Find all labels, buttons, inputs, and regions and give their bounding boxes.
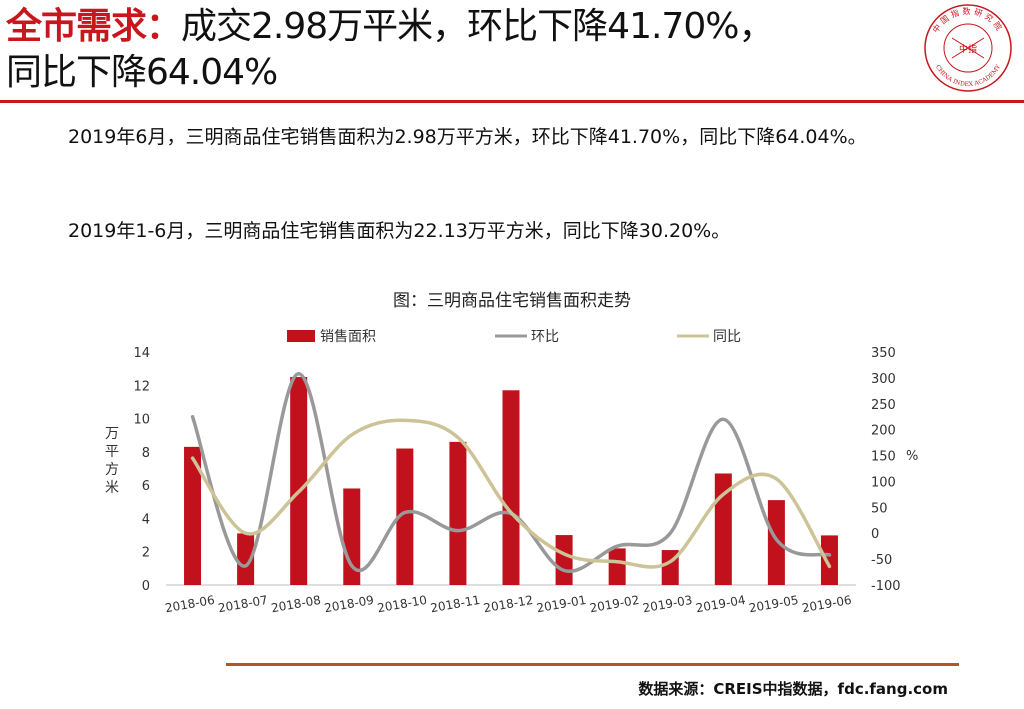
title-line2: 同比下降64.04% [6, 52, 278, 93]
y-left-tick-label: 8 [142, 446, 150, 461]
y-right-tick-label: 150 [871, 450, 896, 465]
x-tick-label: 2019-06 [801, 593, 853, 615]
china-index-academy-logo: 中国指数研究院 CHINA INDEX ACADEMY 中指 [924, 4, 1012, 92]
bar-sales-area [184, 446, 202, 585]
x-tick-label: 2018-07 [217, 593, 269, 615]
y-right-tick-label: -100 [871, 579, 901, 594]
y-left-tick-label: 10 [133, 413, 150, 428]
legend-label-sales-area: 销售面积 [320, 329, 376, 345]
legend-label-mom: 环比 [531, 329, 559, 345]
y-right-tick-label: 250 [871, 398, 896, 413]
bar-sales-area [820, 535, 838, 585]
legend-swatch-sales-area [287, 330, 315, 342]
x-tick-label: 2018-06 [164, 593, 216, 615]
bar-sales-area [767, 500, 785, 585]
y-right-tick-label: 100 [871, 475, 896, 490]
y-left-tick-label: 2 [142, 546, 150, 561]
bar-sales-area [449, 441, 467, 585]
x-tick-label: 2018-09 [323, 593, 375, 615]
x-tick-label: 2018-11 [429, 593, 481, 615]
y-left-axis-label-char: 方 [105, 462, 119, 478]
x-tick-label: 2019-05 [748, 593, 800, 615]
bar-sales-area [290, 376, 308, 585]
y-left-axis-label-char: 平 [105, 444, 119, 460]
chart-title: 图：三明商品住宅销售面积走势 [393, 291, 631, 311]
bar-sales-area [555, 535, 573, 585]
x-tick-label: 2019-01 [535, 593, 587, 615]
bar-sales-area [714, 473, 732, 585]
y-left-axis-label-char: 米 [105, 480, 119, 496]
page-title: 全市需求：成交2.98万平米，环比下降41.70%， 同比下降64.04% [6, 4, 906, 96]
x-tick-label: 2019-02 [589, 593, 641, 615]
y-left-tick-label: 4 [142, 512, 150, 527]
bar-sales-area [237, 533, 255, 585]
x-tick-label: 2018-10 [376, 593, 428, 615]
y-left-tick-label: 12 [133, 379, 150, 394]
y-right-tick-label: 200 [871, 424, 896, 439]
logo-top-text: 中国指数研究院 [930, 6, 1003, 35]
y-right-tick-label: 50 [871, 501, 888, 516]
y-left-tick-label: 14 [133, 346, 150, 361]
svg-text:中国指数研究院: 中国指数研究院 [930, 6, 1006, 35]
paragraph-monthly: 2019年6月，三明商品住宅销售面积为2.98万平方米，环比下降41.70%，同… [68, 126, 867, 148]
legend-label-yoy: 同比 [713, 329, 741, 345]
line-yoy-series [190, 418, 832, 569]
title-accent: 全市需求： [6, 6, 182, 47]
y-left-axis-label-char: 万 [105, 426, 119, 442]
logo-center-text: 中指 [959, 43, 977, 55]
y-right-tick-label: 300 [871, 372, 896, 387]
footer-divider [226, 663, 959, 666]
title-divider [0, 100, 1024, 103]
y-right-tick-label: 350 [871, 346, 896, 361]
bar-sales-area [396, 448, 414, 585]
y-right-tick-label: 0 [871, 527, 879, 542]
sales-area-chart: 0 2 4 6 8 10 12 14 -100 -50 0 50 100 150 200 250 300 350 万… [105, 329, 918, 615]
line-mom-series [190, 371, 832, 574]
bar-sales-area [502, 390, 520, 585]
y-right-axis-label: % [906, 449, 918, 464]
bar-sales-area [608, 548, 626, 585]
y-left-tick-label: 0 [142, 579, 150, 594]
paragraph-ytd: 2019年1-6月，三明商品住宅销售面积为22.13万平方米，同比下降30.20… [68, 220, 731, 242]
x-tick-label: 2018-12 [482, 593, 534, 615]
y-right-tick-label: -50 [871, 553, 892, 568]
x-tick-label: 2019-04 [695, 593, 747, 615]
x-tick-label: 2018-08 [270, 593, 322, 615]
title-line1: 成交2.98万平米，环比下降41.70%， [181, 6, 774, 47]
y-left-tick-label: 6 [142, 479, 150, 494]
data-source: 数据来源：CREIS中指数据，fdc.fang.com [638, 680, 948, 698]
x-tick-label: 2019-03 [642, 593, 694, 615]
